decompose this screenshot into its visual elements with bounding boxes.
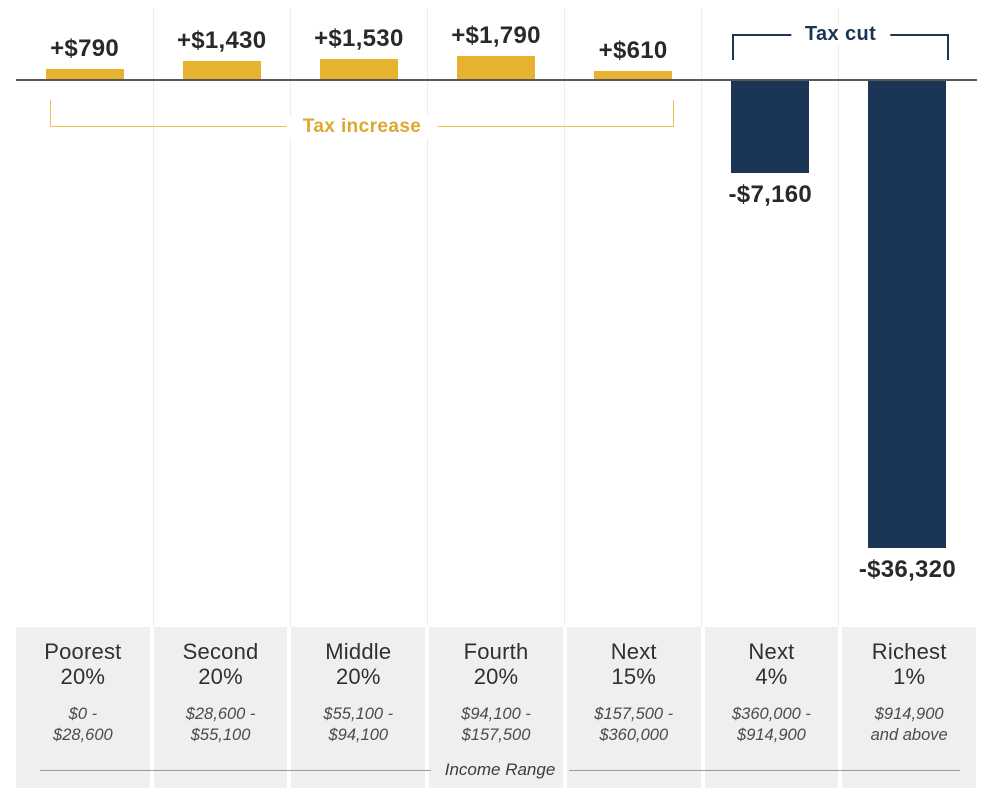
- income-group-card: Richest 1% $914,900 and above: [842, 627, 977, 788]
- chart-column-poorest-20: +$790: [16, 0, 153, 627]
- group-label: Fourth 20%: [463, 639, 529, 689]
- income-group-card: Second 20% $28,600 - $55,100: [153, 627, 288, 788]
- income-range: $0 - $28,600: [53, 705, 113, 745]
- tax-increase-label: Tax increase: [286, 116, 438, 138]
- bar-poorest-20: [45, 69, 124, 79]
- column-separator: [701, 8, 702, 627]
- bar-value-label: +$1,790: [451, 22, 541, 49]
- bar-fourth-20: [456, 56, 535, 79]
- column-separator: [564, 8, 565, 627]
- column-separator: [153, 8, 154, 627]
- income-range: $94,100 - $157,500: [461, 705, 531, 745]
- chart-column-richest-1: -$36,320: [839, 0, 976, 627]
- income-group-card: Fourth 20% $94,100 - $157,500: [429, 627, 563, 788]
- bar-value-label: +$610: [598, 37, 668, 64]
- bar-second-20: [182, 61, 261, 79]
- footer-rule-right: [569, 769, 961, 771]
- income-range: $157,500 - $360,000: [594, 705, 674, 745]
- income-group-panel: Poorest 20% $0 - $28,600 Second 20% $28,600…: [16, 627, 977, 788]
- chart-column-fourth-20: +$1,790: [427, 0, 564, 627]
- income-range: $914,900 and above: [870, 705, 948, 745]
- group-label: Next 4%: [748, 639, 795, 689]
- chart-column-next-15: +$610: [565, 0, 702, 627]
- chart-plot-area: +$790 +$1,430 +$1,530 +$1,790 +$610 -$7,…: [16, 0, 977, 627]
- bar-value-label: +$1,530: [314, 25, 404, 52]
- column-separator: [290, 8, 291, 627]
- column-separator: [427, 8, 428, 627]
- income-group-card: Poorest 20% $0 - $28,600: [16, 627, 150, 788]
- group-label: Poorest 20%: [44, 639, 122, 689]
- group-label: Middle 20%: [325, 639, 392, 689]
- tax-cut-bracket: Tax cut: [732, 23, 949, 60]
- bar-value-label: -$7,160: [728, 181, 813, 208]
- zero-baseline-axis: [16, 79, 977, 81]
- income-range: $55,100 - $94,100: [323, 705, 394, 745]
- group-label: Richest 1%: [871, 639, 947, 689]
- income-range-text: Income Range: [444, 760, 556, 779]
- column-separator: [838, 8, 839, 627]
- income-range: $360,000 - $914,900: [732, 705, 811, 745]
- bar-middle-20: [319, 59, 398, 79]
- chart-column-next-4: -$7,160: [702, 0, 839, 627]
- income-range-axis-label: Income Range: [40, 760, 961, 780]
- income-group-card: Next 15% $157,500 - $360,000: [566, 627, 701, 788]
- footer-rule-left: [40, 769, 431, 771]
- bar-next-4: [731, 81, 810, 173]
- chart-column-second-20: +$1,430: [153, 0, 290, 627]
- income-group-card: Next 4% $360,000 - $914,900: [704, 627, 839, 788]
- tax-cut-label: Tax cut: [790, 23, 891, 46]
- bar-value-label: +$1,430: [176, 27, 267, 54]
- bar-columns: +$790 +$1,430 +$1,530 +$1,790 +$610 -$7,…: [16, 0, 976, 627]
- bar-next-15: [594, 71, 673, 79]
- chart-column-middle-20: +$1,530: [290, 0, 427, 627]
- group-label: Second 20%: [182, 639, 259, 689]
- tax-increase-bracket: Tax increase: [50, 100, 674, 138]
- income-range: $28,600 - $55,100: [185, 705, 256, 745]
- income-group-card: Middle 20% $55,100 - $94,100: [291, 627, 426, 788]
- bar-value-label: +$790: [50, 35, 120, 62]
- bar-value-label: -$36,320: [858, 556, 956, 583]
- group-label: Next 15%: [610, 639, 657, 689]
- bar-richest-1: [868, 81, 947, 548]
